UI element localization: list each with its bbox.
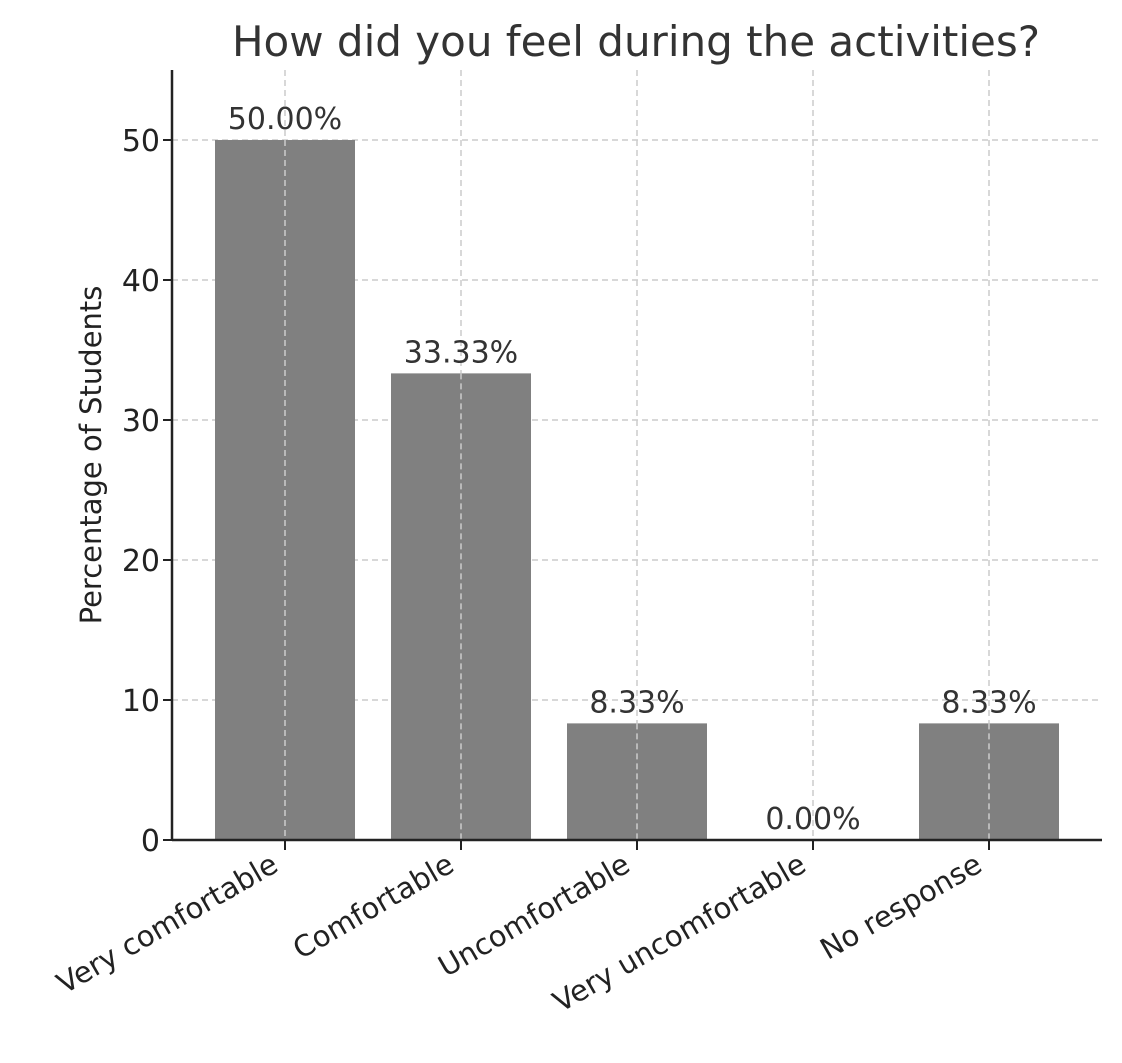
chart-title: How did you feel during the activities? (232, 17, 1040, 66)
x-ticks: Very comfortable ComfortableUncomfortable… (51, 840, 990, 1019)
data-label: 0.00% (765, 802, 860, 837)
y-tick-label: 0 (141, 824, 160, 859)
data-label: 8.33% (941, 685, 1036, 720)
y-axis-label: Percentage of Students (74, 286, 108, 625)
y-tick-label: 50 (122, 124, 160, 159)
y-tick-label: 40 (122, 264, 160, 299)
x-tick-label: Comfortable (287, 847, 460, 966)
data-label: 33.33% (404, 335, 518, 370)
y-tick-label: 20 (122, 544, 160, 579)
bar (567, 723, 707, 840)
data-labels: 50.00% 33.33% 8.33% 0.00% 8.33% (228, 102, 1037, 837)
x-tick-label: Very comfortable (51, 847, 284, 1001)
data-label: 50.00% (228, 102, 342, 137)
y-ticks: 0 10 20 30 40 50 (122, 124, 172, 859)
data-label: 8.33% (589, 685, 684, 720)
y-tick-label: 10 (122, 684, 160, 719)
bar (919, 723, 1059, 840)
y-tick-label: 30 (122, 404, 160, 439)
bars (215, 140, 1059, 840)
x-tick-label: No response (814, 847, 987, 967)
